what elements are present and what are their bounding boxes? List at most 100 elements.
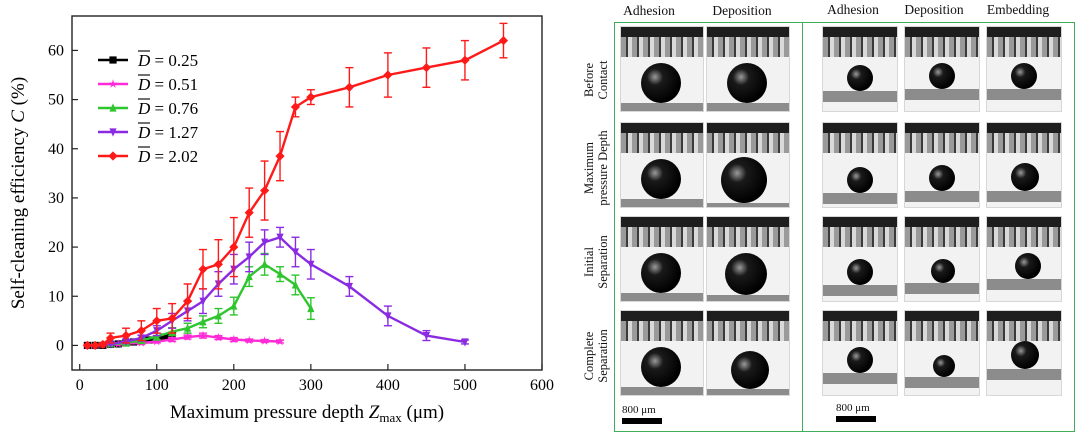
data-point [244, 208, 254, 218]
data-point [145, 336, 153, 344]
x-tick-label: 300 [299, 377, 323, 394]
x-axis-label: Maximum pressure depth Zmax (μm) [170, 402, 444, 425]
legend-entry-0: D = 0.25 [98, 50, 198, 70]
data-point [198, 264, 208, 274]
data-point [244, 335, 254, 345]
micrograph-tile [904, 122, 980, 208]
particle-sphere [847, 259, 873, 285]
micrograph-tile [986, 122, 1062, 208]
data-point [229, 242, 239, 252]
substrate-plate [987, 89, 1061, 100]
data-point [213, 332, 223, 342]
data-point [261, 259, 269, 268]
micrograph-tile [620, 26, 704, 112]
plot-area [71, 15, 543, 371]
data-point [290, 102, 301, 112]
legend: D = 0.25 D = 0.51 D = 0.76 D = 1.27 D = 2.02 [98, 50, 199, 166]
pillar-array [621, 311, 703, 341]
particle-sphere [1011, 163, 1039, 191]
data-point [121, 330, 131, 341]
legend-label: D = 1.27 [137, 123, 199, 142]
micrograph-tile [620, 122, 704, 208]
data-point [136, 326, 146, 336]
pillar-array [987, 217, 1061, 247]
data-point [291, 280, 300, 289]
row-label-before-contact: Before Contact [582, 60, 610, 100]
y-tick-label: 50 [48, 92, 64, 109]
legend-marker [109, 103, 117, 112]
substrate-plate [621, 387, 703, 395]
legend-label: D = 0.51 [137, 75, 198, 94]
micrograph-tile [986, 216, 1062, 302]
micrograph-tile [904, 26, 980, 112]
particle-sphere [731, 351, 769, 389]
pillar-array [707, 217, 789, 247]
data-point [182, 296, 193, 306]
particle-sphere [847, 65, 873, 91]
pillar-array [905, 27, 979, 57]
pillar-array [905, 217, 979, 247]
col-header-right-embedding: Embedding [986, 2, 1050, 17]
micrograph-tile [620, 216, 704, 302]
micrograph-tile [904, 216, 980, 302]
scale-bar-left [622, 418, 662, 424]
substrate-plate [823, 285, 897, 296]
data-point [275, 151, 285, 161]
substrate-plate [987, 369, 1061, 380]
data-point [98, 339, 108, 350]
data-point [105, 333, 116, 343]
pillar-array [707, 311, 789, 341]
data-point [213, 259, 223, 269]
x-tick-label: 0 [76, 377, 84, 394]
particle-sphere [933, 355, 955, 377]
micrograph-tile [822, 122, 898, 208]
substrate-plate [823, 91, 897, 102]
data-point [275, 336, 285, 346]
data-point [261, 238, 269, 247]
series-line [87, 39, 505, 347]
series-line [110, 235, 466, 346]
data-point [344, 82, 354, 92]
data-point [198, 330, 208, 340]
pillar-array [823, 311, 897, 341]
scale-bar-right [836, 416, 876, 422]
col-header-left-deposition: Deposition [712, 3, 772, 18]
y-axis-label: Self-cleaning efficiency C (%) [8, 77, 29, 309]
data-point [276, 233, 284, 242]
series-3 [106, 226, 469, 349]
efficiency-chart: 0 100 200 300 400 500 600 0 10 20 30 40 50 60 D = 0.2… [8, 15, 554, 425]
micrograph-tile [620, 310, 704, 396]
data-point [183, 323, 192, 332]
particle-sphere [641, 253, 681, 293]
micrograph-tile [822, 26, 898, 112]
pillar-array [621, 123, 703, 153]
data-point [307, 303, 315, 313]
particle-sphere [847, 167, 873, 193]
pillar-array [823, 217, 897, 247]
data-point [345, 282, 353, 292]
legend-entry-4: D = 2.02 [98, 146, 198, 166]
substrate-plate [905, 89, 979, 100]
particle-sphere [1015, 253, 1041, 279]
substrate-plate [621, 199, 703, 207]
particle-sphere [1011, 341, 1039, 369]
series-4 [82, 22, 509, 351]
scale-label-left: 800 μm [622, 404, 656, 416]
substrate-plate [621, 293, 703, 301]
pillar-array [707, 27, 789, 57]
data-point [199, 317, 207, 326]
particle-sphere [931, 259, 955, 283]
legend-entry-2: D = 0.76 [98, 98, 198, 118]
legend-marker [109, 56, 117, 64]
pillar-array [823, 27, 897, 57]
pillar-array [621, 217, 703, 247]
particle-sphere [1011, 63, 1037, 89]
particle-sphere [721, 157, 767, 203]
data-point [229, 334, 239, 344]
data-point [160, 333, 169, 341]
data-point [307, 260, 315, 269]
micrograph-tile [706, 26, 790, 112]
legend-marker [109, 128, 117, 137]
legend-marker [108, 79, 118, 88]
micrograph-tile [822, 216, 898, 302]
